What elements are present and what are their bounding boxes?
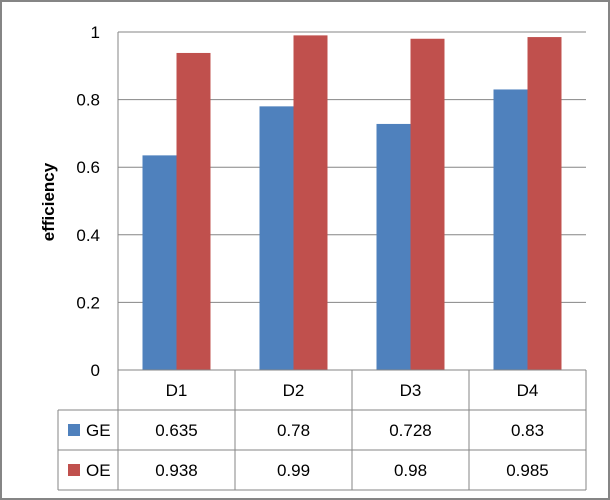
table-cell-value: 0.728 [389,421,432,440]
bar-oe-d1 [176,52,211,371]
bar-ge-d4 [493,89,528,371]
bar-ge-d3 [376,123,411,370]
legend-swatch-ge [68,424,80,436]
x-category-label: D3 [400,381,422,400]
x-category-label: D4 [517,381,539,400]
x-category-label: D2 [283,381,305,400]
y-tick-label: 0 [91,361,100,380]
table-cell-value: 0.635 [155,421,198,440]
y-axis-ticks: 0 0.2 0.4 0.6 0.8 1 [76,23,100,380]
y-tick-label: 1 [91,23,100,42]
bar-oe-d4 [527,37,562,370]
bars [142,35,562,371]
y-tick-label: 0.6 [76,158,100,177]
y-tick-label: 0.8 [76,91,100,110]
table-cell-value: 0.99 [277,461,310,480]
bar-oe-d3 [410,38,445,370]
table-cell-value: 0.78 [277,421,310,440]
table-cell-value: 0.98 [394,461,427,480]
data-table: D1 D2 D3 D4 GE 0.635 0.78 0.728 0.83 OE 0.938 0.99 0… [57,369,587,491]
bar-ge-d1 [142,155,177,370]
legend-label-oe: OE [86,461,111,480]
bar-oe-d2 [293,35,328,370]
legend-label-ge: GE [86,421,111,440]
bar-ge-d2 [259,106,294,371]
legend-swatch-oe [68,464,80,476]
table-cell-value: 0.83 [511,421,544,440]
table-cell-value: 0.985 [506,461,549,480]
x-category-label: D1 [166,381,188,400]
y-tick-label: 0.4 [76,226,100,245]
table-cell-value: 0.938 [155,461,198,480]
y-axis-label: efficiency [39,162,58,241]
y-tick-label: 0.2 [76,293,100,312]
